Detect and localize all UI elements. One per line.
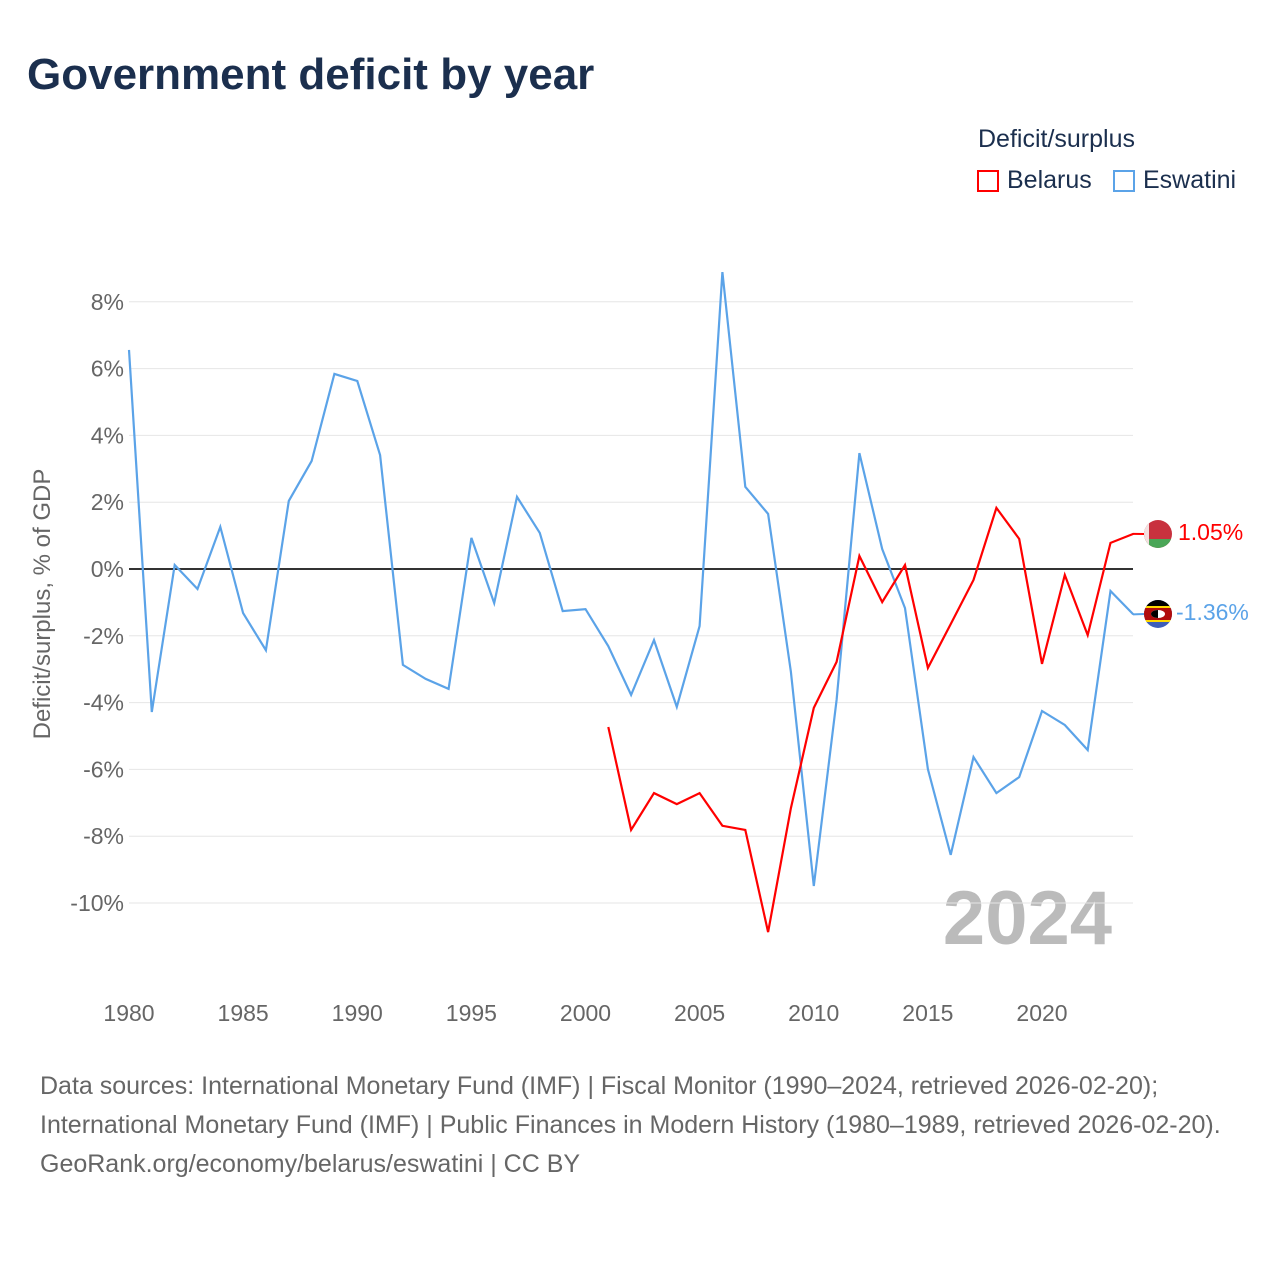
legend-swatch-eswatini xyxy=(1113,169,1135,192)
chart-title: Government deficit by year xyxy=(27,50,595,99)
y-tick-label: 8% xyxy=(91,289,124,315)
end-label-belarus: 1.05% xyxy=(1178,519,1243,545)
source-note: Data sources: International Monetary Fun… xyxy=(40,1067,1240,1184)
y-tick-label: 6% xyxy=(91,356,124,382)
y-tick-label: 4% xyxy=(91,422,124,448)
source-link[interactable]: GeoRank.org/economy/belarus/eswatini | C… xyxy=(40,1150,581,1178)
year-watermark: 2024 xyxy=(943,876,1112,961)
y-tick-label: 2% xyxy=(91,489,124,515)
y-tick-label: -6% xyxy=(83,756,124,782)
x-tick-label: 2000 xyxy=(560,1000,611,1026)
x-tick-label: 2010 xyxy=(788,1000,839,1026)
belarus-flag-icon xyxy=(1144,520,1172,548)
legend-label: Eswatini xyxy=(1143,166,1237,194)
x-tick-label: 1990 xyxy=(332,1000,383,1026)
legend-title: Deficit/surplus xyxy=(978,125,1135,153)
y-tick-label: -4% xyxy=(83,690,124,716)
legend-swatch-belarus xyxy=(977,169,999,192)
x-tick-label: 2015 xyxy=(902,1000,953,1026)
series-line-eswatini xyxy=(127,271,1135,887)
y-tick-label: -8% xyxy=(83,823,124,849)
series-line-belarus xyxy=(607,505,1134,933)
x-tick-label: 1985 xyxy=(218,1000,269,1026)
end-label-eswatini: -1.36% xyxy=(1176,599,1249,625)
y-tick-label: -10% xyxy=(70,890,124,916)
x-tick-label: 1995 xyxy=(446,1000,497,1026)
legend-label: Belarus xyxy=(1007,166,1092,194)
x-tick-label: 2020 xyxy=(1016,1000,1067,1026)
y-tick-label: 0% xyxy=(91,556,124,582)
eswatini-flag-icon xyxy=(1144,600,1172,628)
y-tick-label: -2% xyxy=(83,623,124,649)
y-axis-label: Deficit/surplus, % of GDP xyxy=(29,469,56,740)
source-text: Data sources: International Monetary Fun… xyxy=(40,1072,1221,1139)
x-tick-label: 2005 xyxy=(674,1000,725,1026)
x-tick-label: 1980 xyxy=(103,1000,154,1026)
legend-item-eswatini[interactable]: Eswatini xyxy=(1113,166,1236,195)
legend-item-belarus[interactable]: Belarus xyxy=(977,166,1092,195)
